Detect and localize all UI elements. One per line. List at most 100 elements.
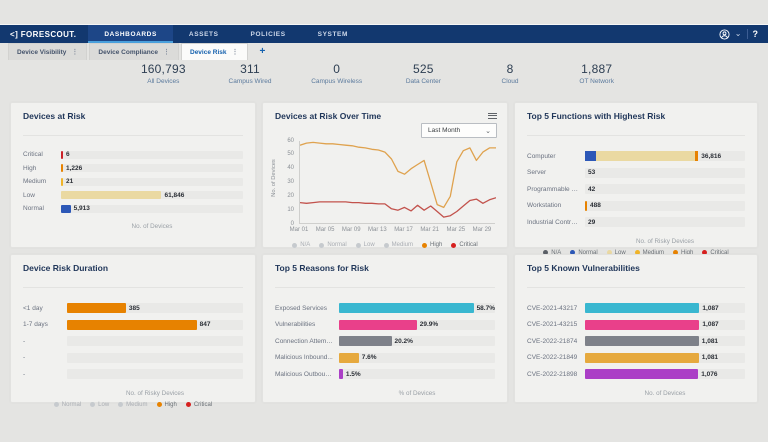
legend-dot [319,242,325,248]
bar[interactable] [61,177,63,186]
legend-item-high[interactable]: High [422,242,442,248]
x-tick-mar-25: Mar 25 [446,227,466,233]
add-dashboard-button[interactable]: + [259,46,266,57]
legend-item-low[interactable]: Low [606,250,626,256]
bar[interactable] [61,164,63,173]
bar[interactable] [585,319,700,330]
legend-item-critical[interactable]: Critical [702,250,729,256]
legend-item-n-a[interactable]: N/A [292,242,310,248]
bar[interactable] [339,303,474,314]
user-avatar-icon[interactable] [719,28,730,40]
chevron-down-icon: ⌄ [485,127,491,135]
legend-item-high[interactable]: High [156,402,177,408]
stat-campus-wired[interactable]: 311 Campus Wired [207,62,294,98]
stat-value: 0 [333,62,341,76]
legend-item-normal[interactable]: Normal [53,402,81,408]
legend-item-low[interactable]: Low [355,242,375,248]
chevron-down-icon[interactable]: ⌄ [734,29,742,38]
legend-label: Medium [126,401,148,408]
bar[interactable] [585,200,587,211]
series-critical[interactable] [300,197,496,218]
stat-ot-network[interactable]: 1,887 OT Network [553,62,640,98]
bar[interactable] [67,303,126,314]
legend-item-normal[interactable]: Normal [570,249,598,256]
bar-value: 7.6% [361,354,377,362]
legend-item-n-a[interactable]: N/A [543,250,561,256]
legend-item-high[interactable]: High [673,250,693,256]
x-tick-mar-01: Mar 01 [289,227,309,233]
legend-dot [606,250,612,255]
bar-track: 61,846 [61,191,243,200]
legend-dot [383,242,389,248]
bar-track [67,336,243,347]
bar-row-vulnerabilities: Vulnerabilities 29.9% [275,317,495,334]
x-axis-title: No. of Devices [644,389,686,397]
category-label: Workstation [527,202,562,210]
legend-item-medium[interactable]: Medium [634,249,665,256]
legend-dot [634,250,640,255]
bar[interactable] [585,303,700,314]
stat-label: Data Center [405,78,441,85]
stat-campus-wireless[interactable]: 0 Campus Wireless [293,62,380,98]
bar[interactable] [339,352,359,363]
legend-label: Medium [642,249,665,256]
stat-data-center[interactable]: 525 Data Center [380,62,467,98]
nav-item-assets[interactable]: ASSETS [188,30,219,38]
category-label: Medium [23,178,47,186]
x-axis-title: % of Devices [398,389,436,397]
bar[interactable] [585,352,699,363]
legend-label: Normal [578,249,598,256]
legend-item-low[interactable]: Low [90,402,109,408]
bar-track: 1,226 [61,164,243,173]
stat-cloud[interactable]: 8 Cloud [467,62,554,98]
stat-all-devices[interactable]: 160,793 All Devices [120,62,207,98]
bar-row-server: Server 53 [527,165,745,182]
series-high[interactable] [300,141,496,209]
bar-value: 53 [588,169,596,177]
bar[interactable] [339,336,392,347]
category-label: High [23,164,37,172]
nav-item-system[interactable]: SYSTEM [317,30,348,38]
time-range-dropdown[interactable]: Last Month ⌄ [421,123,497,138]
chart-legend: Normal Low Medium High Critical [23,402,243,408]
bar-track [67,352,243,363]
bar[interactable] [61,150,63,159]
bar[interactable] [339,319,417,330]
category-label: Low [23,191,35,199]
hamburger-menu-icon[interactable] [488,111,497,120]
nav-item-policies[interactable]: POLICIES [250,30,286,38]
bar-track: 29.9% [339,319,495,330]
help-icon[interactable]: ? [752,29,759,39]
legend-item-medium[interactable]: Medium [118,401,148,408]
legend-item-critical[interactable]: Critical [451,242,478,248]
bar[interactable] [585,369,699,380]
bar[interactable] [585,336,699,347]
stat-label: Cloud [501,78,519,85]
bar[interactable] [339,369,343,380]
tab-device-compliance[interactable]: Device Compliance ⋮ [89,43,179,60]
bar[interactable] [67,319,197,330]
legend-item-medium[interactable]: Medium [383,242,413,248]
stacked-bar[interactable] [585,151,699,162]
x-tick-mar-21: Mar 21 [420,227,439,233]
kebab-menu-icon[interactable]: ⋮ [231,49,239,56]
legend-label: Low [363,242,375,248]
bar-value: 6 [66,151,70,159]
legend-dot [118,402,124,407]
bar-row-1-7-days: 1-7 days 847 [23,317,243,334]
legend-item-critical[interactable]: Critical [185,402,212,408]
tab-device-risk[interactable]: Device Risk ⋮ [181,43,248,60]
stat-value: 525 [413,62,434,76]
legend-item-normal[interactable]: Normal [319,242,347,248]
kebab-menu-icon[interactable]: ⋮ [163,49,170,56]
bar[interactable] [61,204,71,213]
legend-dot [570,250,576,255]
bar-row-cve-2021-43215: CVE-2021-43215 1,087 [527,317,745,334]
main-menu: DASHBOARDS ASSETS POLICIES SYSTEM [88,25,364,43]
bar[interactable] [61,191,162,200]
nav-item-dashboards[interactable]: DASHBOARDS [88,25,173,43]
bar-value: 1.5% [345,370,361,378]
tab-device-visibility[interactable]: Device Visibility ⋮ [8,43,88,60]
bar-value: 488 [590,202,601,210]
kebab-menu-icon[interactable]: ⋮ [71,49,79,56]
